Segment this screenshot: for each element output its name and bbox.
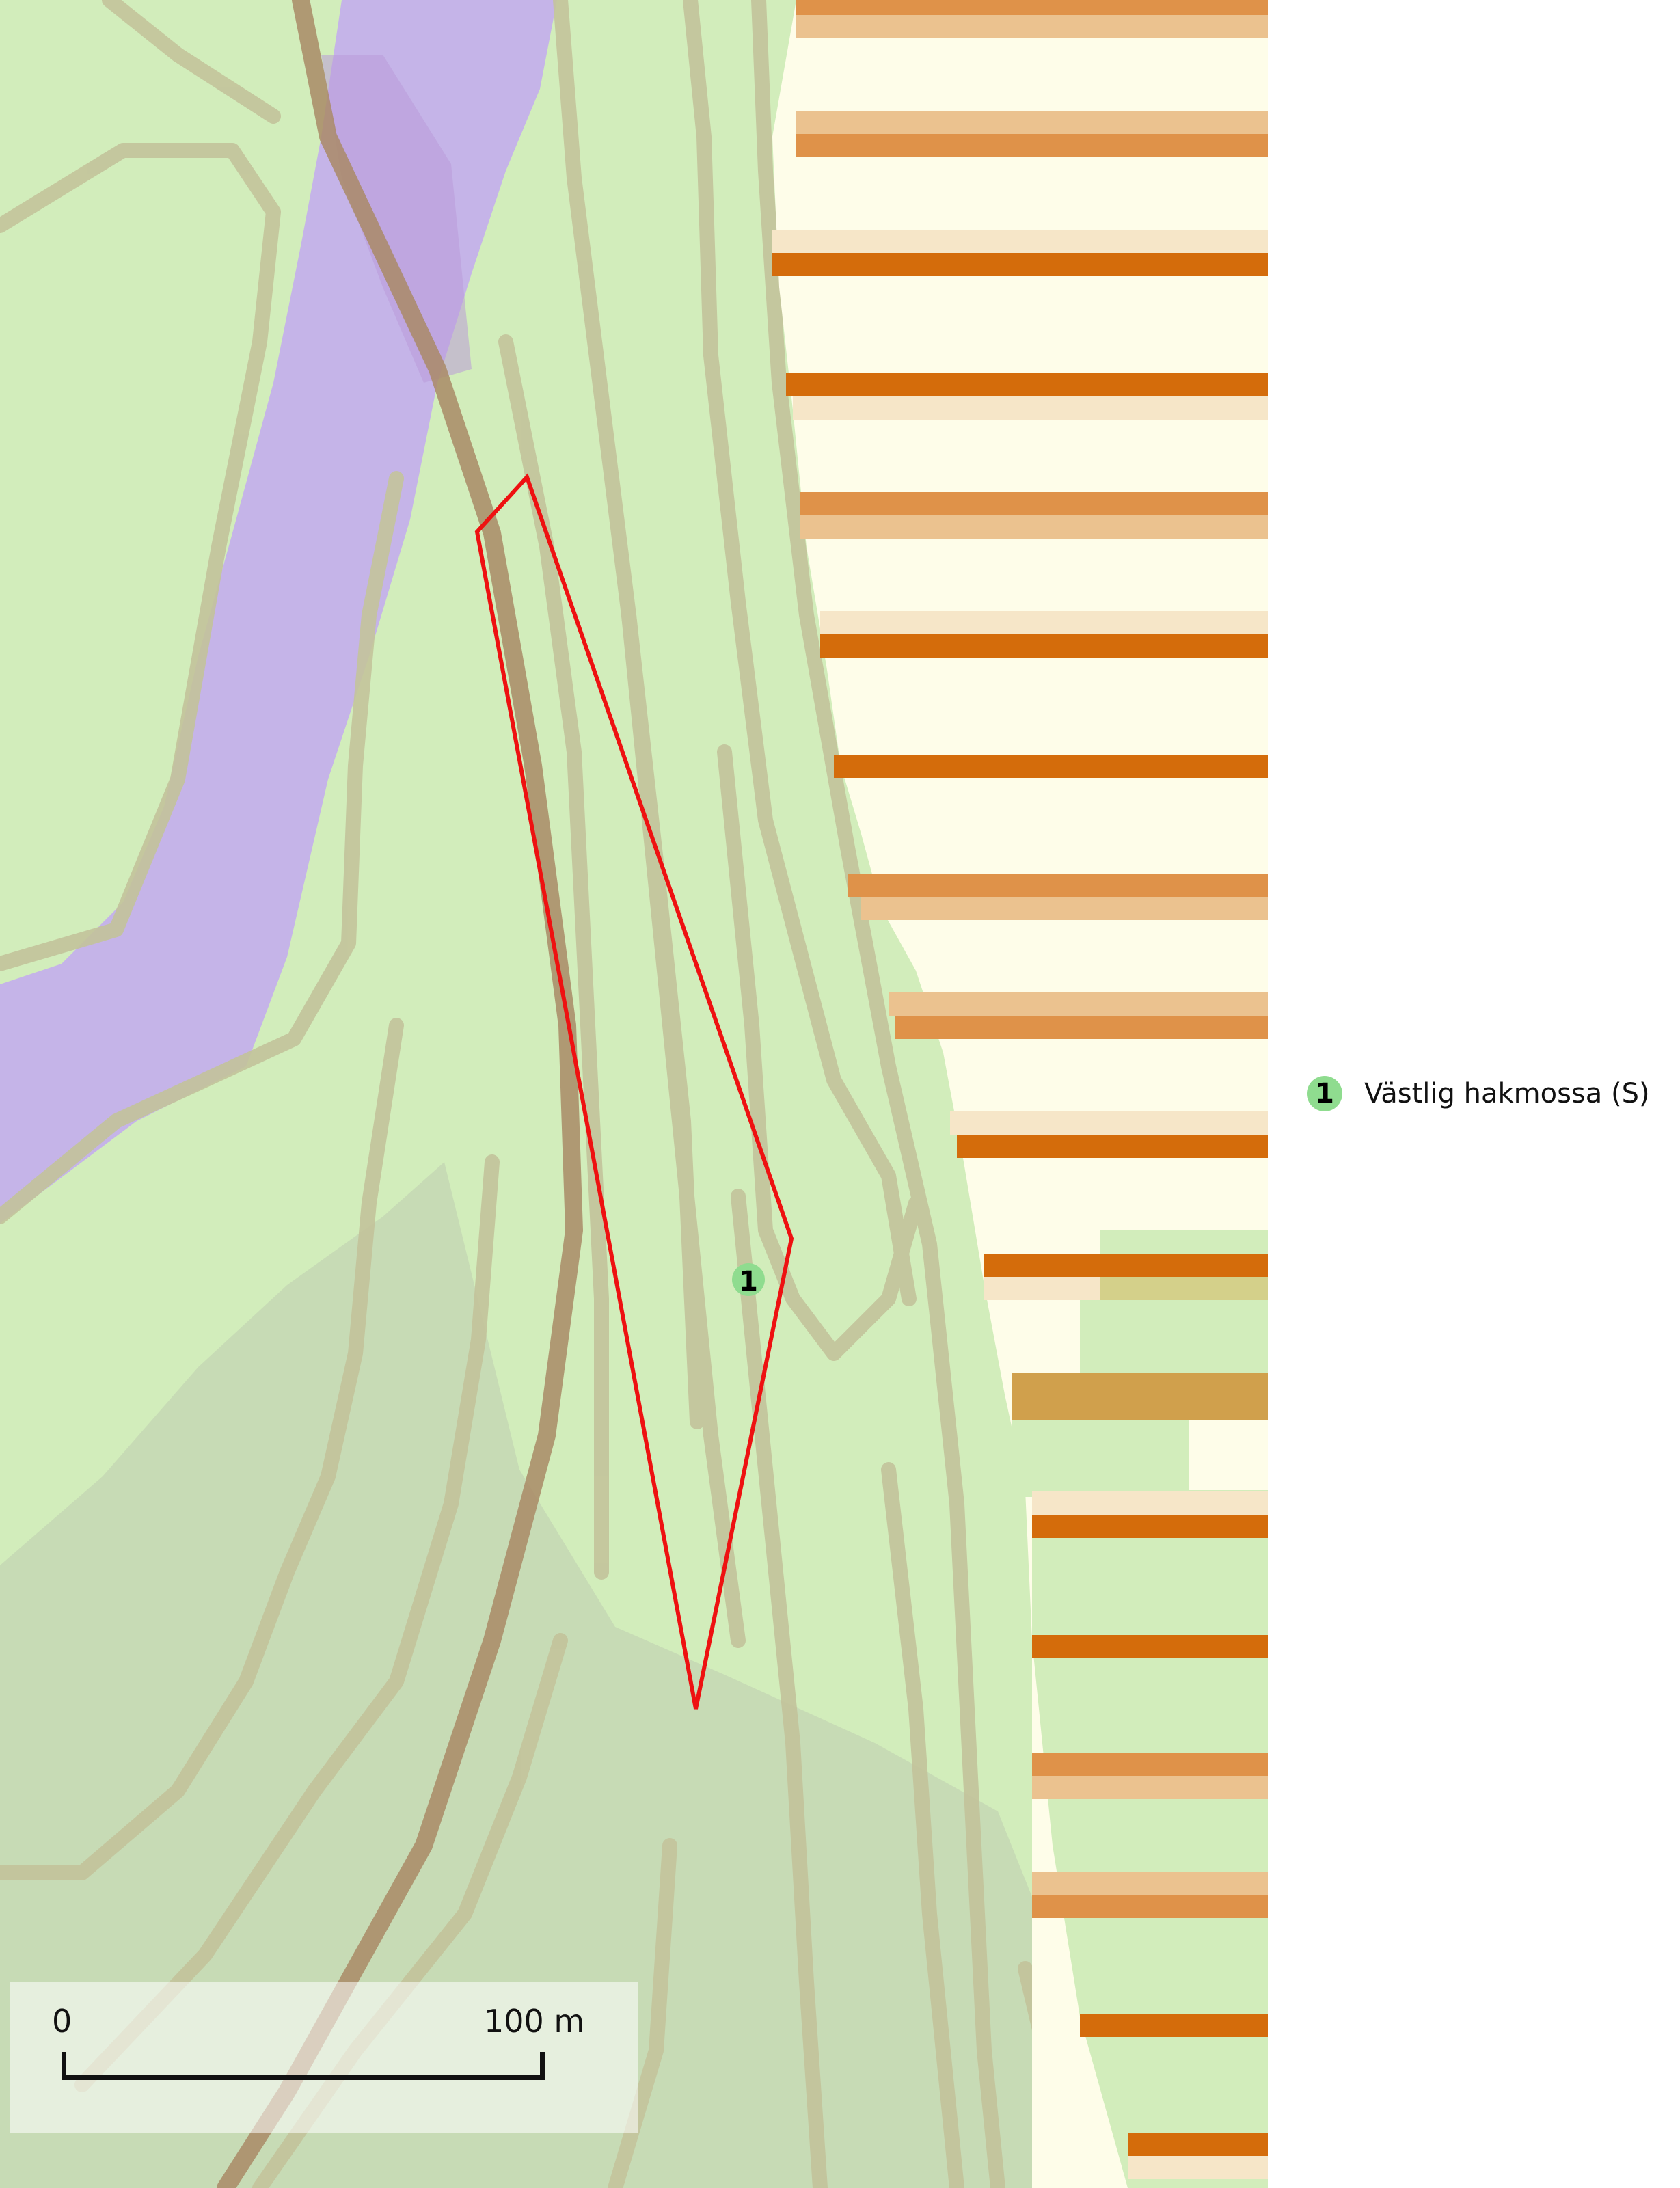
shaded-terrain — [0, 1565, 260, 1681]
observation-marker[interactable]: 1 — [732, 1263, 765, 1297]
legend: 1 Västlig hakmossa (S) — [1307, 1076, 1650, 1111]
field-area — [772, 0, 1268, 2188]
contour-index-line — [217, 0, 583, 2188]
scale-bar-line — [62, 2075, 540, 2080]
field-grass-patch — [1012, 1415, 1189, 1497]
legend-marker-icon: 1 — [1307, 1076, 1342, 1111]
legend-marker-number: 1 — [1315, 1078, 1334, 1109]
scale-bar-tick-start — [62, 2052, 66, 2080]
shaded-terrain — [0, 1162, 1128, 2188]
legend-item-label: Västlig hakmossa (S) — [1364, 1078, 1650, 1109]
observation-marker-label: 1 — [739, 1266, 758, 1297]
field-grass-patch — [1080, 1285, 1268, 1381]
field-stripes — [772, 0, 1268, 2179]
scale-bar-end-label: 100 m — [484, 2003, 585, 2040]
scale-bar-start-label: 0 — [52, 2003, 72, 2040]
scale-bar-tick-end — [540, 2052, 545, 2080]
scale-bar: 0 100 m — [10, 1982, 638, 2133]
survey-area-polygon[interactable] — [474, 473, 794, 1710]
wetland-area — [321, 55, 472, 383]
